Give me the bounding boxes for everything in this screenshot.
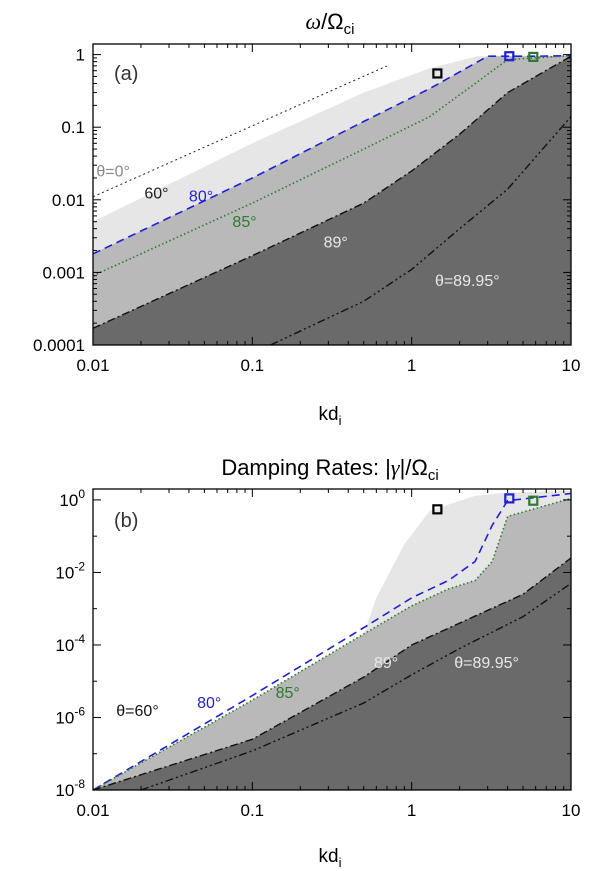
panel-b-label: (b) — [114, 510, 138, 532]
curve-label-5: θ=89.95° — [435, 273, 500, 290]
x-tick-label: 1 — [407, 801, 416, 820]
panel-a-tick-labels: 0.01 0.1 1 10 1 0.1 0.01 0.001 0.0001 — [33, 46, 580, 375]
panel-b-damping-chart: θ=60° 80° 85° 89° θ=89.95° 0.01 0.1 1 10 100 10-2… — [55, 455, 580, 870]
series-line-3 — [93, 55, 571, 329]
curve-label-3: 89° — [374, 655, 398, 672]
panel-a-annotations: θ=0° 60° 80° 85° 89° θ=89.95° — [96, 163, 499, 290]
series-line-1 — [93, 54, 571, 255]
curve-label-3: 85° — [232, 214, 256, 231]
panel-b-x-axis-title: kdi — [319, 846, 342, 870]
y-tick-label: 10-8 — [55, 777, 85, 800]
y-tick-label: 10-6 — [55, 704, 85, 727]
panel-a-ticks — [92, 44, 571, 346]
series-line-0 — [93, 492, 571, 790]
x-tick-label: 0.1 — [241, 356, 265, 375]
panel-b-annotations: θ=60° 80° 85° 89° θ=89.95° — [116, 655, 519, 720]
y-tick-label: 0.01 — [52, 191, 85, 210]
panel-b-plot-frame — [92, 488, 572, 791]
curve-label-1: 80° — [197, 695, 221, 712]
series-line-4 — [270, 116, 571, 345]
curve-label-4: θ=89.95° — [454, 655, 519, 672]
panel-a-plot-frame — [92, 43, 572, 346]
series-line-0 — [93, 65, 388, 198]
panel-a-markers — [432, 51, 539, 79]
panel-a-label: (a) — [114, 63, 138, 85]
panel-a-regions — [93, 55, 571, 345]
curve-label-4: 89° — [324, 235, 348, 252]
panel-b-title: Damping Rates: |γ|/Ωci — [221, 455, 438, 484]
series-line-2 — [93, 557, 571, 790]
curve-label-2: 80° — [189, 188, 213, 205]
y-tick-label: 0.1 — [61, 118, 85, 137]
panel-b-markers — [432, 493, 539, 515]
x-tick-label: 0.1 — [241, 801, 265, 820]
y-tick-label: 1 — [76, 46, 85, 65]
x-tick-label: 0.01 — [76, 801, 109, 820]
x-tick-label: 0.01 — [76, 356, 109, 375]
curve-label-1: 60° — [144, 185, 168, 202]
series-line-1 — [93, 497, 571, 790]
panel-a-x-axis-title: kdi — [319, 404, 342, 428]
y-tick-label: 100 — [59, 487, 85, 510]
panel-a-frequency-chart: θ=0°60° 80°85°89°θ=89.95° 0.01 0.1 1 1010.10… — [33, 9, 580, 428]
square-marker-0 — [432, 504, 443, 515]
square-marker-0 — [432, 68, 443, 79]
curve-label-0: θ=0° — [96, 163, 130, 180]
panel-b-regions — [93, 490, 571, 790]
curve-label-2: 85° — [276, 685, 300, 702]
x-tick-label: 1 — [407, 356, 416, 375]
panel-b-tick-labels: 0.01 0.1 1 10 100 10-2 10-4 10-6 10-8 — [55, 487, 580, 820]
x-tick-label: 10 — [562, 801, 581, 820]
square-marker-2 — [528, 51, 539, 62]
shaded-region-2 — [93, 56, 571, 345]
shaded-region-2 — [93, 558, 571, 790]
y-tick-label: 0.001 — [42, 263, 85, 282]
y-tick-label: 10-2 — [55, 559, 85, 582]
square-marker-1 — [504, 51, 515, 62]
curve-label-0: θ=60° — [116, 703, 158, 720]
y-tick-label: 0.0001 — [33, 336, 85, 355]
panel-a-title: ω/Ωci — [306, 9, 355, 38]
square-marker-1 — [504, 493, 515, 504]
x-tick-label: 10 — [562, 356, 581, 375]
y-tick-label: 10-4 — [55, 632, 85, 655]
square-marker-2 — [528, 495, 539, 506]
panel-b-ticks — [92, 489, 571, 791]
panel-b-series — [93, 492, 571, 790]
series-line-3 — [140, 582, 571, 790]
